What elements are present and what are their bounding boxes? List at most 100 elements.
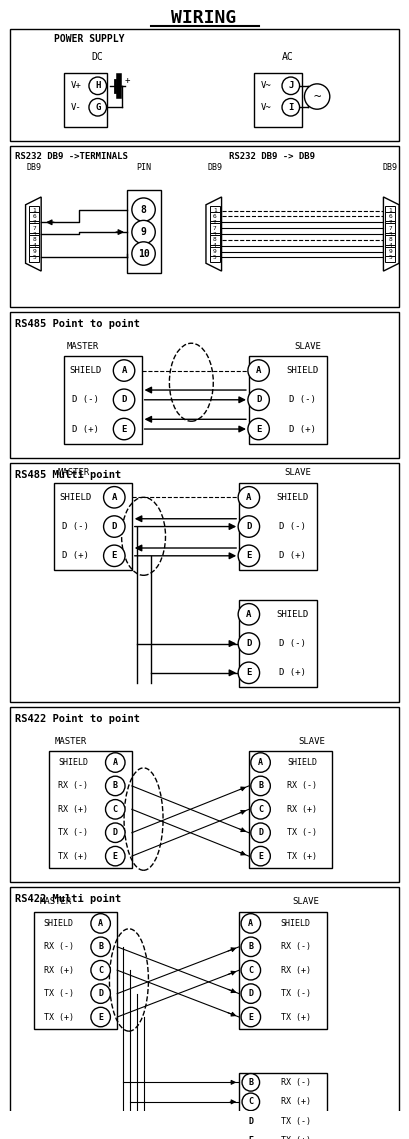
Bar — [29, 247, 39, 256]
Text: D (+): D (+) — [279, 669, 306, 678]
Text: E: E — [248, 1013, 253, 1022]
Circle shape — [132, 220, 155, 244]
Text: 9: 9 — [389, 249, 392, 254]
Bar — [249, 751, 332, 868]
Text: D: D — [248, 1117, 253, 1125]
Bar — [254, 73, 303, 126]
Text: TX (-): TX (-) — [281, 1117, 311, 1125]
Text: V-: V- — [71, 103, 82, 112]
Text: 3: 3 — [389, 231, 392, 237]
Bar — [10, 887, 399, 1139]
Bar — [385, 212, 395, 221]
Text: SHIELD: SHIELD — [59, 493, 92, 502]
Bar — [210, 247, 220, 256]
Text: 5: 5 — [32, 255, 36, 260]
Circle shape — [238, 633, 260, 654]
Text: RS485 Multi point: RS485 Multi point — [15, 470, 121, 480]
Text: D (+): D (+) — [62, 551, 89, 560]
Text: RS422 Point to point: RS422 Point to point — [15, 714, 140, 723]
Bar — [385, 253, 395, 262]
Text: 2: 2 — [389, 220, 392, 224]
Text: A: A — [258, 759, 263, 767]
Text: G: G — [95, 103, 101, 112]
Text: 1: 1 — [213, 208, 217, 213]
Text: A: A — [113, 759, 118, 767]
Text: V~: V~ — [261, 81, 272, 90]
Circle shape — [241, 913, 261, 933]
Text: RX (+): RX (+) — [281, 1097, 311, 1106]
Text: A: A — [121, 366, 127, 375]
Bar — [385, 240, 395, 251]
Circle shape — [251, 823, 270, 843]
Text: E: E — [258, 852, 263, 861]
Text: 5: 5 — [389, 255, 392, 260]
Text: TX (+): TX (+) — [288, 852, 317, 861]
Circle shape — [241, 960, 261, 980]
Text: 8: 8 — [32, 237, 36, 243]
Bar — [10, 464, 399, 702]
Text: C: C — [248, 966, 253, 975]
Text: 8: 8 — [141, 205, 146, 214]
Text: MASTER: MASTER — [67, 342, 99, 351]
Circle shape — [132, 198, 155, 221]
Bar — [29, 206, 39, 215]
Text: DC: DC — [92, 51, 103, 62]
Text: E: E — [121, 425, 127, 434]
Text: RX (-): RX (-) — [58, 781, 88, 790]
Text: 10: 10 — [138, 248, 149, 259]
Bar — [29, 218, 39, 227]
Text: D: D — [248, 989, 253, 998]
Circle shape — [304, 84, 330, 109]
Circle shape — [251, 776, 270, 796]
Text: 7: 7 — [389, 226, 392, 231]
Text: SHIELD: SHIELD — [281, 919, 311, 928]
Text: SLAVE: SLAVE — [284, 468, 311, 477]
Circle shape — [242, 1074, 260, 1091]
Bar — [127, 190, 161, 273]
Text: PIN: PIN — [136, 163, 151, 172]
Circle shape — [238, 516, 260, 538]
Bar — [10, 146, 399, 308]
Text: 6: 6 — [389, 214, 392, 219]
Circle shape — [251, 753, 270, 772]
Bar — [210, 240, 220, 251]
Text: D: D — [246, 639, 252, 648]
Text: TX (+): TX (+) — [281, 1013, 311, 1022]
Text: C: C — [248, 1097, 253, 1106]
Bar — [210, 206, 220, 215]
Text: 6: 6 — [213, 214, 217, 219]
Circle shape — [251, 846, 270, 866]
Text: 8: 8 — [389, 237, 392, 243]
Text: 9: 9 — [32, 249, 36, 254]
Text: 4: 4 — [213, 244, 217, 248]
Circle shape — [106, 753, 125, 772]
Circle shape — [113, 418, 135, 440]
Circle shape — [103, 486, 125, 508]
Bar — [210, 223, 220, 233]
Text: TX (+): TX (+) — [58, 852, 88, 861]
Text: D: D — [258, 828, 263, 837]
Text: RX (-): RX (-) — [44, 942, 74, 951]
Text: H: H — [95, 81, 101, 90]
Text: B: B — [248, 942, 253, 951]
Circle shape — [242, 1113, 260, 1130]
Bar — [385, 247, 395, 256]
Circle shape — [248, 418, 270, 440]
Text: E: E — [256, 425, 261, 434]
Bar — [34, 911, 117, 1029]
Text: WIRING: WIRING — [171, 9, 237, 26]
Text: E: E — [246, 669, 252, 678]
Bar — [49, 751, 132, 868]
Circle shape — [103, 516, 125, 538]
Circle shape — [282, 98, 299, 116]
Circle shape — [91, 937, 110, 957]
Text: D (-): D (-) — [279, 522, 306, 531]
Circle shape — [242, 1132, 260, 1139]
Text: TX (-): TX (-) — [58, 828, 88, 837]
Bar — [10, 30, 399, 141]
Text: SHIELD: SHIELD — [276, 493, 309, 502]
Text: B: B — [258, 781, 263, 790]
Text: V+: V+ — [71, 81, 82, 90]
Text: SHIELD: SHIELD — [288, 759, 317, 767]
Text: D: D — [112, 522, 117, 531]
